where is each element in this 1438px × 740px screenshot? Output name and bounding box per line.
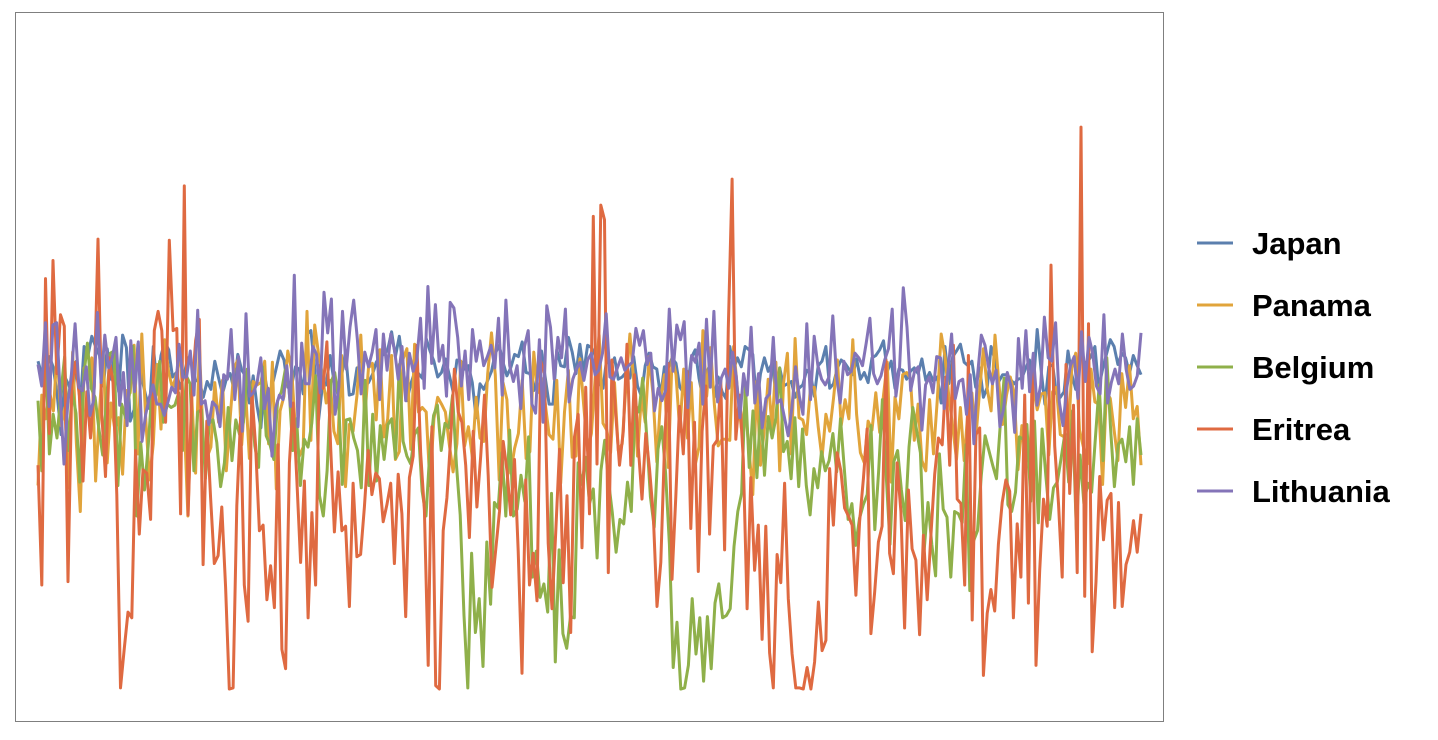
legend-label-japan: Japan — [1252, 226, 1342, 261]
legend-item-japan: Japan — [1197, 226, 1342, 261]
legend-label-panama: Panama — [1252, 288, 1372, 323]
legend: Japan Panama Belgium Eritrea Lithuania — [1197, 226, 1391, 509]
legend-item-panama: Panama — [1197, 288, 1372, 323]
series-layer — [36, 125, 1143, 691]
legend-item-belgium: Belgium — [1197, 350, 1374, 385]
legend-item-lithuania: Lithuania — [1197, 474, 1391, 509]
legend-label-lithuania: Lithuania — [1252, 474, 1391, 509]
series-line-lithuania — [36, 273, 1143, 466]
series-line-eritrea — [36, 125, 1143, 691]
legend-item-eritrea: Eritrea — [1197, 412, 1351, 447]
legend-label-belgium: Belgium — [1252, 350, 1374, 385]
legend-label-eritrea: Eritrea — [1252, 412, 1351, 447]
